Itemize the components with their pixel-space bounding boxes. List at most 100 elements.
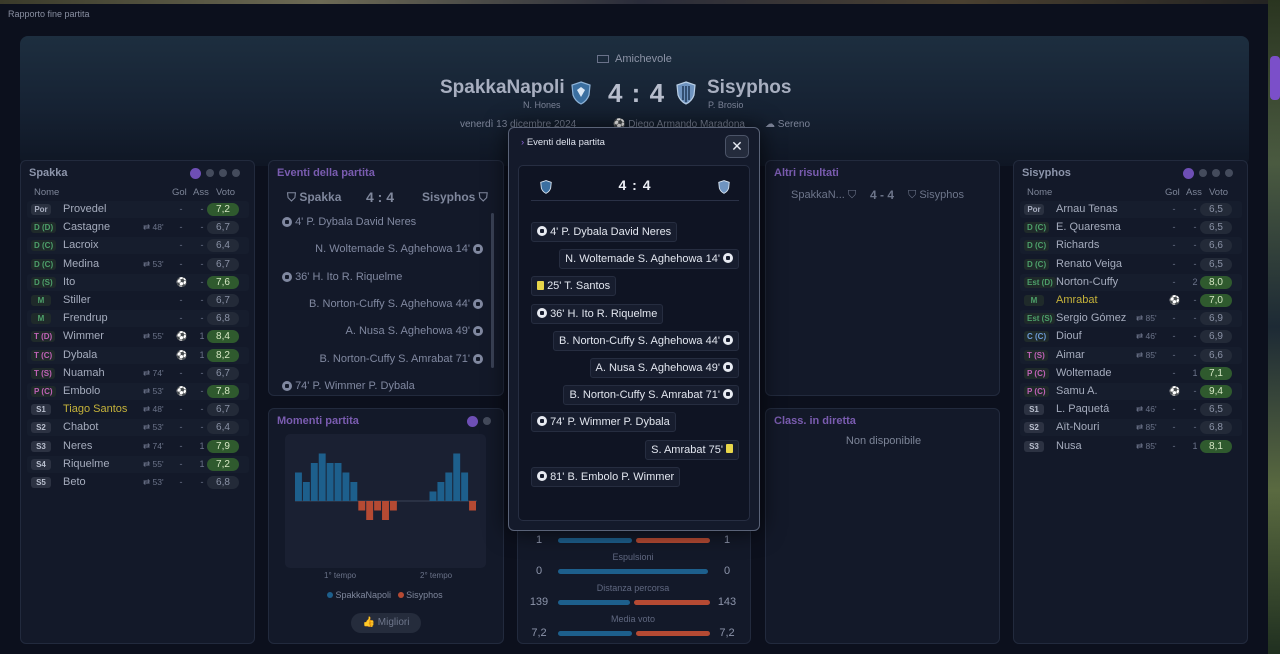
player-row[interactable]: D (C) E. Quaresma - - 6,5 (1020, 219, 1242, 236)
player-row[interactable]: Est (S) Sergio Gómez ⇄ 85' - - 6,9 (1020, 310, 1242, 328)
home-team-name[interactable]: SpakkaNapoli (440, 77, 565, 98)
player-row[interactable]: D (S) Ito ⚽ - 7,6 (27, 273, 249, 291)
player-name[interactable]: Ito (63, 275, 76, 288)
player-name[interactable]: Aimar (1056, 348, 1085, 361)
player-name[interactable]: Medina (63, 257, 100, 270)
player-name[interactable]: Neres (63, 439, 93, 452)
player-row[interactable]: P (C) Samu A. ⚽ - 9,4 (1020, 383, 1242, 400)
event-item[interactable]: 4' P. Dybala David Neres (282, 216, 416, 228)
player-name[interactable]: Norton-Cuffy (1056, 275, 1119, 288)
pager-dot[interactable] (467, 416, 478, 427)
pager-dot[interactable] (483, 417, 491, 425)
player-name[interactable]: Embolo (63, 385, 101, 397)
player-name[interactable]: Diouf (1056, 330, 1082, 343)
pager-dot[interactable] (190, 168, 201, 179)
player-row[interactable]: M Frendrup - - 6,8 (27, 310, 249, 328)
player-name[interactable]: Arnau Tenas (1056, 203, 1118, 215)
player-name[interactable]: Wimmer (63, 330, 104, 343)
player-row[interactable]: P (C) Woltemade - 1 7,1 (1020, 365, 1242, 382)
col-name[interactable]: Nome (34, 187, 60, 198)
player-name[interactable]: Stiller (63, 294, 91, 306)
event-item[interactable]: 36' H. Ito R. Riquelme (531, 303, 664, 324)
player-row[interactable]: Por Provedel - - 7,2 (27, 201, 249, 218)
event-item[interactable]: 74' P. Wimmer P. Dybala (531, 412, 676, 433)
col-assists[interactable]: Ass (193, 187, 209, 198)
player-row[interactable]: P (C) Embolo ⇄ 53' ⚽ - 7,8 (27, 383, 249, 400)
player-name[interactable]: Beto (63, 476, 86, 488)
player-name[interactable]: Richards (1056, 239, 1100, 252)
col-goals[interactable]: Gol (172, 187, 187, 198)
player-row[interactable]: D (C) Renato Veiga - - 6,5 (1020, 256, 1242, 273)
player-row[interactable]: S3 Neres ⇄ 74' - 1 7,9 (27, 438, 249, 455)
player-row[interactable]: T (D) Wimmer ⇄ 55' ⚽ 1 8,4 (27, 328, 249, 345)
player-row[interactable]: T (C) Dybala ⚽ 1 8,2 (27, 346, 249, 364)
event-item[interactable]: S. Amrabat 75' (645, 439, 739, 460)
event-item[interactable]: 4' P. Dybala David Neres (531, 222, 678, 242)
player-row[interactable]: D (C) Medina ⇄ 53' - - 6,7 (27, 256, 249, 273)
player-name[interactable]: Aït-Nouri (1056, 421, 1100, 434)
player-row[interactable]: D (C) Richards - - 6,6 (1020, 237, 1242, 255)
player-name[interactable]: Tiago Santos (63, 403, 128, 416)
player-row[interactable]: S4 Riquelme ⇄ 55' - 1 7,2 (27, 455, 249, 473)
player-row[interactable]: M Amrabat ⚽ - 7,0 (1020, 292, 1242, 309)
player-row[interactable]: T (S) Nuamah ⇄ 74' - - 6,7 (27, 365, 249, 382)
event-item[interactable]: B. Norton-Cuffy S. Aghehowa 44' (553, 330, 739, 351)
player-name[interactable]: Samu A. (1056, 385, 1098, 397)
pager-dot[interactable] (1225, 169, 1233, 177)
player-name[interactable]: Nusa (1056, 439, 1082, 452)
scrollbar[interactable] (491, 213, 494, 368)
event-item[interactable]: B. Norton-Cuffy S. Aghehowa 44' (309, 298, 483, 310)
player-name[interactable]: Woltemade (1056, 366, 1112, 379)
player-name[interactable]: Provedel (63, 203, 107, 215)
away-team-name[interactable]: Sisyphos (707, 77, 792, 98)
col-vote[interactable]: Voto (1209, 187, 1229, 198)
panel-pager[interactable] (1183, 168, 1233, 179)
player-name[interactable]: Sergio Gómez (1056, 312, 1127, 325)
event-item[interactable]: B. Norton-Cuffy S. Amrabat 71' (563, 385, 739, 406)
player-row[interactable]: S2 Aït-Nouri ⇄ 85' - - 6,8 (1020, 419, 1242, 437)
moments-pager[interactable] (467, 416, 491, 427)
pager-dot[interactable] (1199, 169, 1207, 177)
event-item[interactable]: 25' T. Santos (531, 276, 617, 297)
player-row[interactable]: Por Arnau Tenas - - 6,5 (1020, 201, 1242, 218)
event-item[interactable]: N. Woltemade S. Aghehowa 14' (315, 243, 483, 255)
col-assists[interactable]: Ass (1186, 187, 1202, 198)
event-item[interactable]: 81' B. Embolo P. Wimmer (531, 466, 681, 487)
player-row[interactable]: S1 L. Paquetá ⇄ 46' - - 6,5 (1020, 401, 1242, 418)
player-name[interactable]: Amrabat (1056, 294, 1098, 306)
player-row[interactable]: D (C) Lacroix - - 6,4 (27, 237, 249, 255)
player-name[interactable]: E. Quaresma (1056, 221, 1121, 234)
player-name[interactable]: Frendrup (63, 312, 108, 325)
player-name[interactable]: Castagne (63, 221, 111, 234)
player-name[interactable]: L. Paquetá (1056, 403, 1110, 416)
event-item[interactable]: 36' H. Ito R. Riquelme (282, 271, 402, 283)
pager-dot[interactable] (206, 169, 214, 177)
col-vote[interactable]: Voto (216, 187, 236, 198)
event-item[interactable]: A. Nusa S. Aghehowa 49' (589, 358, 739, 378)
player-row[interactable]: T (S) Aimar ⇄ 85' - - 6,6 (1020, 346, 1242, 364)
player-name[interactable]: Riquelme (63, 457, 110, 470)
player-row[interactable]: S2 Chabot ⇄ 53' - - 6,4 (27, 419, 249, 437)
pager-dot[interactable] (1183, 168, 1194, 179)
player-name[interactable]: Lacroix (63, 239, 99, 252)
col-name[interactable]: Nome (1027, 187, 1053, 198)
pager-dot[interactable] (1212, 169, 1220, 177)
player-name[interactable]: Nuamah (63, 366, 105, 379)
event-item[interactable]: A. Nusa S. Aghehowa 49' (346, 325, 483, 337)
other-result-home[interactable]: SpakkaN... ⛉ (791, 189, 856, 202)
player-row[interactable]: Est (D) Norton-Cuffy - 2 8,0 (1020, 273, 1242, 291)
pager-dot[interactable] (219, 169, 227, 177)
best-button[interactable]: 👍 Migliori (351, 613, 421, 633)
pager-dot[interactable] (232, 169, 240, 177)
player-name[interactable]: Dybala (63, 348, 98, 361)
player-row[interactable]: S3 Nusa ⇄ 85' - 1 8,1 (1020, 438, 1242, 455)
player-name[interactable]: Chabot (63, 421, 99, 434)
player-row[interactable]: D (D) Castagne ⇄ 48' - - 6,7 (27, 219, 249, 236)
player-row[interactable]: C (C) Diouf ⇄ 46' - - 6,9 (1020, 328, 1242, 345)
player-name[interactable]: Renato Veiga (1056, 257, 1123, 270)
col-goals[interactable]: Gol (1165, 187, 1180, 198)
player-row[interactable]: M Stiller - - 6,7 (27, 292, 249, 309)
player-row[interactable]: S5 Beto ⇄ 53' - - 6,8 (27, 474, 249, 491)
other-result-away[interactable]: ⛉ Sisyphos (908, 189, 964, 202)
close-button[interactable]: ✕ (725, 135, 749, 158)
